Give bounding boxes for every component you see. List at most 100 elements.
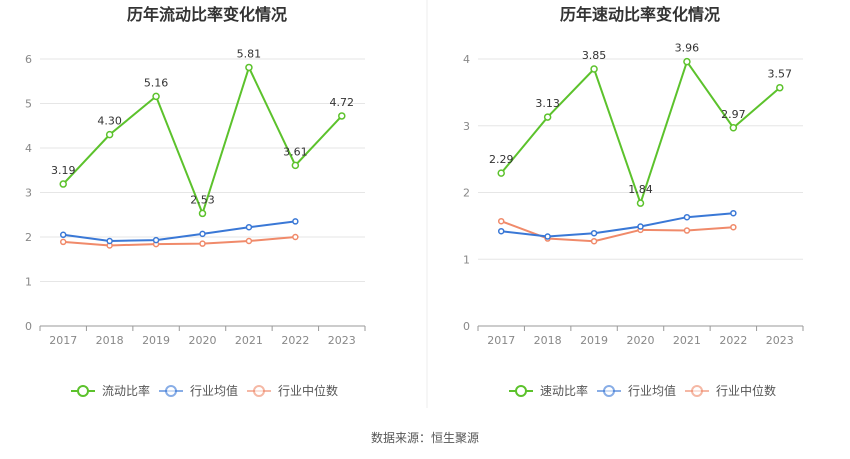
y-tick-label: 4 (25, 142, 32, 155)
median-point (683, 227, 691, 234)
legend-marker (77, 385, 89, 397)
data-label: 3.85 (582, 49, 607, 62)
main-point (497, 169, 505, 177)
median-point (730, 223, 737, 231)
legend-marker (515, 385, 527, 397)
main-point (729, 124, 738, 132)
avg-point (106, 237, 113, 245)
legend-label: 速动比率 (540, 383, 588, 398)
y-tick-label: 2 (463, 187, 470, 200)
legend-label: 行业中位数 (716, 383, 776, 398)
median-point (590, 237, 598, 245)
legend-marker (253, 385, 265, 397)
avg-point (544, 233, 551, 240)
median-point (245, 237, 253, 245)
x-tick-label: 2023 (328, 334, 356, 347)
x-tick-label: 2022 (281, 334, 309, 347)
main-point (543, 113, 552, 121)
avg-point (152, 236, 160, 244)
legend-item-avg[interactable]: 行业均值 (597, 383, 676, 398)
data-label: 5.81 (237, 47, 262, 60)
legend-item-main[interactable]: 速动比率 (509, 383, 588, 398)
avg-series-line (501, 212, 734, 238)
chart-title: 历年流动比率变化情况 (127, 5, 287, 24)
x-tick-label: 2023 (766, 334, 794, 347)
avg-point (497, 227, 505, 235)
avg-series-line (63, 220, 296, 243)
y-tick-label: 3 (25, 187, 32, 200)
y-tick-label: 1 (463, 253, 470, 266)
avg-point (199, 230, 206, 238)
legend-marker (691, 385, 703, 397)
x-tick-label: 2021 (235, 334, 263, 347)
x-tick-label: 2018 (534, 334, 562, 347)
main-point (105, 130, 114, 139)
legend-label: 流动比率 (102, 383, 150, 398)
x-tick-label: 2020 (627, 334, 655, 347)
legend-item-avg[interactable]: 行业均值 (159, 383, 238, 398)
data-label: 2.97 (721, 108, 746, 121)
legend-marker (603, 385, 615, 397)
legend-label: 行业中位数 (278, 383, 338, 398)
avg-point (683, 213, 691, 221)
avg-point (59, 231, 67, 239)
legend-marker (165, 385, 177, 397)
median-point (497, 217, 505, 225)
chart-title: 历年速动比率变化情况 (560, 5, 720, 24)
data-label: 3.13 (535, 97, 560, 110)
legend-item-main[interactable]: 流动比率 (71, 383, 150, 398)
avg-point (637, 223, 644, 230)
main-point (198, 209, 207, 218)
median-point (59, 238, 67, 246)
median-series-line (500, 220, 734, 243)
y-tick-label: 2 (25, 231, 32, 244)
median-point (199, 240, 206, 247)
data-label: 4.72 (330, 96, 355, 109)
data-label: 1.84 (628, 183, 653, 196)
main-point (590, 65, 598, 73)
main-point (683, 57, 691, 66)
y-tick-label: 3 (463, 120, 470, 133)
quick-ratio-chart: 历年速动比率变化情况 0 1 2 3 4 2017 2018 2019 2020 2021 2022 2… (463, 5, 804, 398)
x-tick-label: 2018 (96, 334, 124, 347)
y-tick-label: 4 (463, 53, 470, 66)
x-tick-label: 2017 (49, 334, 77, 347)
main-point (776, 83, 784, 92)
data-label: 3.57 (768, 68, 793, 81)
x-tick-label: 2019 (580, 334, 608, 347)
main-point (245, 63, 253, 72)
avg-point (292, 218, 299, 225)
y-tick-label: 0 (25, 320, 32, 333)
x-tick-label: 2017 (487, 334, 515, 347)
x-tick-label: 2022 (719, 334, 747, 347)
median-series-line (63, 236, 296, 247)
main-point (152, 92, 160, 101)
legend-item-median[interactable]: 行业中位数 (685, 383, 776, 398)
data-label: 3.61 (283, 145, 308, 158)
main-series-line (500, 59, 781, 207)
legend-item-median[interactable]: 行业中位数 (247, 383, 338, 398)
data-label: 3.96 (675, 42, 700, 55)
data-label: 4.30 (97, 115, 122, 128)
avg-point (245, 223, 253, 231)
x-tick-label: 2021 (673, 334, 701, 347)
main-point (338, 112, 346, 120)
y-tick-label: 1 (25, 276, 32, 289)
data-label: 5.16 (144, 76, 169, 89)
y-tick-label: 5 (25, 98, 32, 111)
y-tick-label: 0 (463, 320, 470, 333)
data-label: 3.19 (51, 164, 76, 177)
data-label: 2.53 (190, 193, 215, 206)
main-point (59, 180, 67, 188)
avg-point (730, 209, 737, 217)
main-point (291, 161, 300, 170)
median-point (292, 233, 299, 241)
y-tick-label: 6 (25, 53, 32, 66)
avg-point (590, 229, 598, 237)
legend-label: 行业均值 (190, 383, 238, 398)
current-ratio-chart: 历年流动比率变化情况 0 1 2 3 4 5 6 2017 2018 2019 2020 2021 202… (25, 5, 366, 398)
x-tick-label: 2019 (142, 334, 170, 347)
source-note: 数据来源：恒生聚源 (371, 430, 479, 445)
x-tick-label: 2020 (189, 334, 217, 347)
